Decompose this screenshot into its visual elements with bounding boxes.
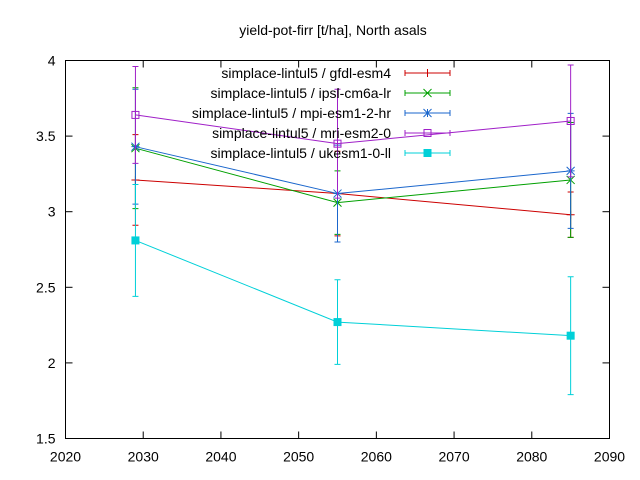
series-line: [135, 114, 571, 145]
series-line: [135, 179, 571, 216]
x-tick-label: 2090: [594, 449, 625, 465]
data-point: [131, 236, 140, 245]
legend-marker: [423, 149, 432, 157]
legend-item: simplace-lintul5 / gfdl-esm4: [221, 65, 451, 81]
series-layer: [131, 64, 575, 396]
series-5: [131, 183, 575, 396]
data-point: [566, 331, 575, 340]
legend-label: simplace-lintul5 / ukesm1-0-ll: [210, 145, 391, 161]
series-line: [135, 239, 571, 337]
data-point: [333, 318, 342, 327]
y-tick-label: 3.5: [36, 128, 56, 144]
x-tick-label: 2020: [50, 449, 81, 465]
y-tick-label: 1.5: [36, 431, 56, 447]
legend-label: simplace-lintul5 / mri-esm2-0: [212, 125, 391, 141]
legend-item: simplace-lintul5 / ukesm1-0-ll: [210, 145, 451, 161]
x-tick-label: 2040: [205, 449, 236, 465]
axes: 2020 2030 2040 2050 2060 2070 2080 2090 1.5 2 2.5 3…: [36, 53, 625, 465]
y-tick-label: 2: [48, 355, 56, 371]
legend: simplace-lintul5 / gfdl-esm4 simplace-lin…: [192, 65, 451, 161]
legend-item: simplace-lintul5 / mri-esm2-0: [212, 125, 451, 141]
legend-marker: [423, 69, 432, 77]
legend-marker: [423, 88, 432, 98]
y-tick-label: 3: [48, 204, 56, 220]
legend-item: simplace-lintul5 / ipsl-cm6a-lr: [211, 85, 451, 101]
legend-marker: [423, 108, 432, 118]
legend-marker: [423, 129, 432, 137]
y-tick-label: 4: [48, 53, 56, 69]
x-tick-label: 2080: [516, 449, 547, 465]
plot-area-border: [65, 60, 610, 439]
data-point: [131, 110, 140, 119]
series-4: [131, 64, 575, 199]
legend-label: simplace-lintul5 / ipsl-cm6a-lr: [211, 85, 392, 101]
data-point: [566, 116, 575, 125]
data-point: [333, 139, 342, 148]
chart-title: yield-pot-firr [t/ha], North asals: [239, 22, 427, 38]
legend-label: simplace-lintul5 / gfdl-esm4: [221, 65, 391, 81]
error-bar: [567, 64, 574, 178]
legend-item: simplace-lintul5 / mpi-esm1-2-hr: [192, 105, 451, 121]
x-tick-label: 2060: [361, 449, 392, 465]
x-tick-label: 2030: [128, 449, 159, 465]
y-tick-label: 2.5: [36, 279, 56, 295]
legend-label: simplace-lintul5 / mpi-esm1-2-hr: [192, 105, 392, 121]
x-tick-label: 2070: [438, 449, 469, 465]
legend-line: [404, 130, 451, 136]
x-tick-label: 2050: [283, 449, 314, 465]
